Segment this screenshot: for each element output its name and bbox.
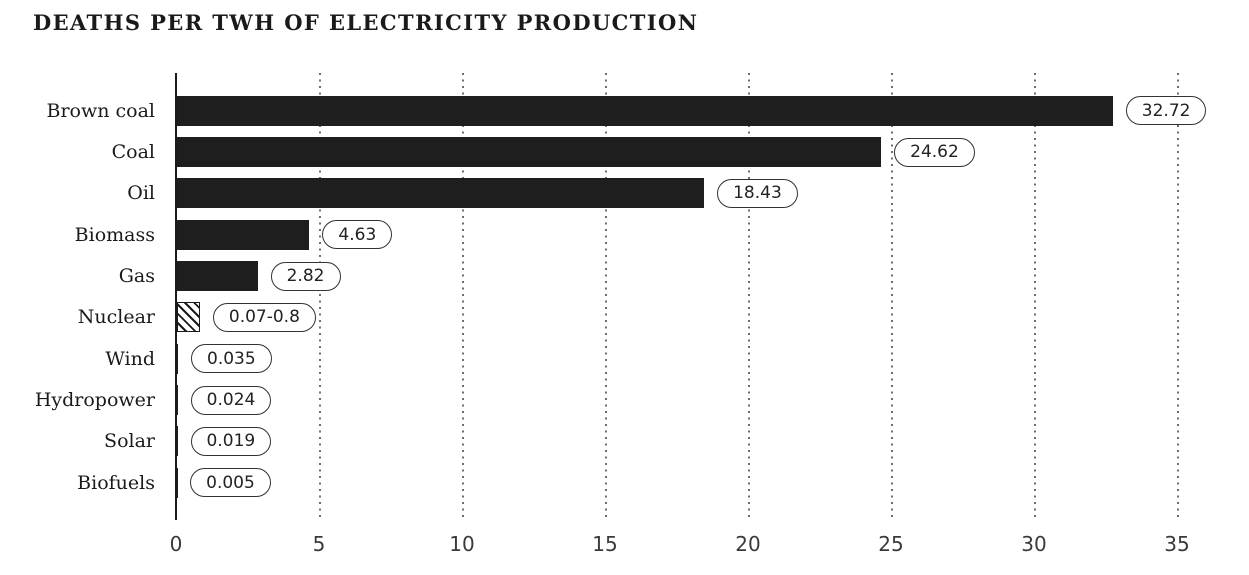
bar-area: 0.024 (177, 379, 1249, 420)
gridlines-layer (0, 73, 1249, 520)
value-bar (177, 95, 1113, 126)
plot-area: Brown coal 32.72 Coal 24.62 Oil 18.43 Biomass 4… (0, 73, 1249, 520)
value-pill: 0.005 (190, 468, 271, 498)
x-axis-tick-labels: 0 5 10 15 20 25 30 35 (170, 532, 1249, 562)
category-row: Solar 0.019 (0, 421, 1249, 462)
category-label: Solar (104, 430, 155, 453)
category-row: Coal 24.62 (0, 131, 1249, 172)
category-row: Brown coal 32.72 (0, 90, 1249, 131)
bar-area: 0.019 (177, 421, 1249, 462)
gridline-30 (1034, 73, 1036, 520)
x-tick-label-30: 30 (1021, 532, 1047, 556)
value-bar (177, 385, 178, 416)
category-label: Brown coal (46, 99, 155, 122)
category-row: Biofuels 0.005 (0, 462, 1249, 503)
value-bar (177, 137, 882, 168)
value-bar (177, 261, 258, 292)
bar-area: 0.07-0.8 (177, 297, 1249, 338)
bar-area: 18.43 (177, 173, 1249, 214)
value-pill: 18.43 (717, 178, 798, 208)
category-row: Gas 2.82 (0, 255, 1249, 296)
bar-area: 4.63 (177, 214, 1249, 255)
x-tick-label-10: 10 (449, 532, 475, 556)
value-bar (177, 178, 705, 209)
category-label: Wind (105, 347, 155, 370)
category-label: Hydropower (34, 389, 155, 412)
category-label: Biomass (74, 223, 155, 246)
x-tick-label-5: 5 (312, 532, 326, 556)
chart-title: DEATHS PER TWH OF ELECTRICITY PRODUCTION (33, 10, 699, 35)
category-row: Oil 18.43 (0, 173, 1249, 214)
category-row: Wind 0.035 (0, 338, 1249, 379)
value-bar (177, 302, 200, 333)
value-bar (177, 219, 310, 250)
value-pill: 0.07-0.8 (212, 302, 316, 332)
bar-area: 0.035 (177, 338, 1249, 379)
value-pill: 4.63 (322, 220, 393, 250)
x-tick-label-0: 0 (169, 532, 183, 556)
value-pill: 32.72 (1125, 96, 1207, 126)
category-row: Biomass 4.63 (0, 214, 1249, 255)
category-label: Oil (127, 182, 155, 205)
bar-area: 0.005 (177, 462, 1249, 503)
value-bar (177, 426, 178, 457)
category-row: Hydropower 0.024 (0, 379, 1249, 420)
category-label: Coal (111, 141, 155, 164)
bar-rows: Brown coal 32.72 Coal 24.62 Oil 18.43 Biomass 4… (0, 90, 1249, 503)
gridline-35 (1177, 73, 1179, 520)
gridline-25 (891, 73, 893, 520)
value-pill: 24.62 (894, 137, 975, 167)
value-pill: 2.82 (270, 261, 341, 291)
value-pill: 0.024 (190, 385, 272, 415)
x-tick-label-35: 35 (1164, 532, 1190, 556)
x-tick-label-20: 20 (735, 532, 761, 556)
gridline-10 (462, 73, 464, 520)
x-tick-label-25: 25 (878, 532, 904, 556)
gridline-20 (748, 73, 750, 520)
gridline-5 (319, 73, 321, 520)
value-pill: 0.035 (191, 344, 272, 374)
category-label: Nuclear (77, 306, 155, 329)
category-label: Biofuels (77, 471, 155, 494)
bar-area: 32.72 (177, 90, 1249, 131)
bar-area: 24.62 (177, 131, 1249, 172)
category-label: Gas (118, 265, 155, 288)
x-tick-label-15: 15 (592, 532, 618, 556)
bar-area: 2.82 (177, 255, 1249, 296)
value-bar (177, 343, 178, 374)
gridline-15 (605, 73, 607, 520)
y-axis-line (175, 73, 177, 520)
category-row: Nuclear 0.07-0.8 (0, 297, 1249, 338)
value-pill: 0.019 (190, 426, 272, 456)
